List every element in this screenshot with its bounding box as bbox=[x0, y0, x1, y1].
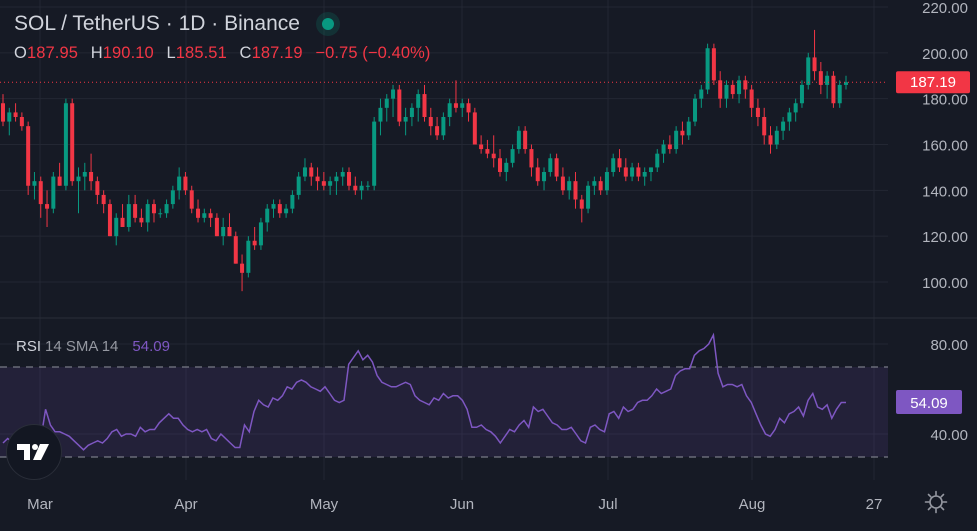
time-axis-label: Aug bbox=[739, 496, 766, 513]
close-value: 187.19 bbox=[251, 44, 303, 62]
svg-text:187.19: 187.19 bbox=[910, 74, 956, 91]
ohlc-values: O187.95 H190.10 L185.51 C187.19 −0.75 (−… bbox=[14, 44, 439, 63]
chart-grid bbox=[0, 0, 888, 480]
rsi-axis[interactable]: 80.00 40.00 bbox=[930, 337, 968, 444]
close-label: C bbox=[239, 44, 252, 62]
tradingview-logo-icon bbox=[17, 444, 49, 460]
rsi-band-fill bbox=[0, 367, 888, 457]
symbol-title[interactable]: SOL / TetherUS · 1D · Binance bbox=[14, 12, 300, 35]
time-axis[interactable]: Mar Apr May Jun Jul Aug 27 bbox=[27, 496, 882, 513]
rsi-name: RSI bbox=[16, 338, 42, 355]
time-axis-label: Jun bbox=[450, 496, 474, 513]
price-axis-label: 220.00 bbox=[922, 0, 968, 17]
price-axis-label: 100.00 bbox=[922, 275, 968, 292]
price-axis[interactable]: 220.00 200.00 180.00 160.00 140.00 120.00 100.… bbox=[922, 0, 968, 292]
high-value: 190.10 bbox=[102, 44, 154, 62]
market-open-status-icon[interactable] bbox=[321, 18, 334, 30]
time-axis-label: Apr bbox=[174, 496, 197, 513]
svg-text:54.09: 54.09 bbox=[910, 395, 948, 412]
rsi-value: 54.09 bbox=[132, 338, 170, 355]
gear-icon bbox=[924, 490, 948, 514]
price-axis-label: 160.00 bbox=[922, 138, 968, 155]
rsi-legend[interactable]: RSI 14 SMA 14 54.09 bbox=[16, 338, 170, 355]
low-value: 185.51 bbox=[175, 44, 227, 62]
open-label: O bbox=[14, 44, 27, 62]
tradingview-logo[interactable] bbox=[6, 424, 62, 480]
rsi-params: 14 SMA 14 bbox=[45, 338, 119, 355]
high-label: H bbox=[90, 44, 103, 62]
last-price-badge: 187.19 bbox=[896, 71, 970, 94]
rsi-axis-label: 40.00 bbox=[930, 427, 968, 444]
price-axis-label: 140.00 bbox=[922, 183, 968, 200]
change-value: −0.75 (−0.40%) bbox=[315, 44, 431, 62]
price-axis-label: 180.00 bbox=[922, 92, 968, 109]
time-axis-label: Jul bbox=[598, 496, 617, 513]
price-axis-label: 200.00 bbox=[922, 46, 968, 63]
settings-gear-button[interactable] bbox=[924, 490, 948, 514]
rsi-line[interactable] bbox=[2, 332, 846, 458]
rsi-value-badge: 54.09 bbox=[896, 390, 962, 414]
symbol-legend: SOL / TetherUS · 1D · Binance O187.95 H1… bbox=[14, 10, 439, 63]
open-value: 187.95 bbox=[26, 44, 79, 62]
time-axis-label: Mar bbox=[27, 496, 53, 513]
time-axis-label: 27 bbox=[866, 496, 883, 513]
candlestick-series[interactable] bbox=[1, 29, 848, 292]
low-label: L bbox=[166, 44, 176, 62]
price-axis-label: 120.00 bbox=[922, 229, 968, 246]
time-axis-label: May bbox=[310, 496, 339, 513]
rsi-axis-label: 80.00 bbox=[930, 337, 968, 354]
